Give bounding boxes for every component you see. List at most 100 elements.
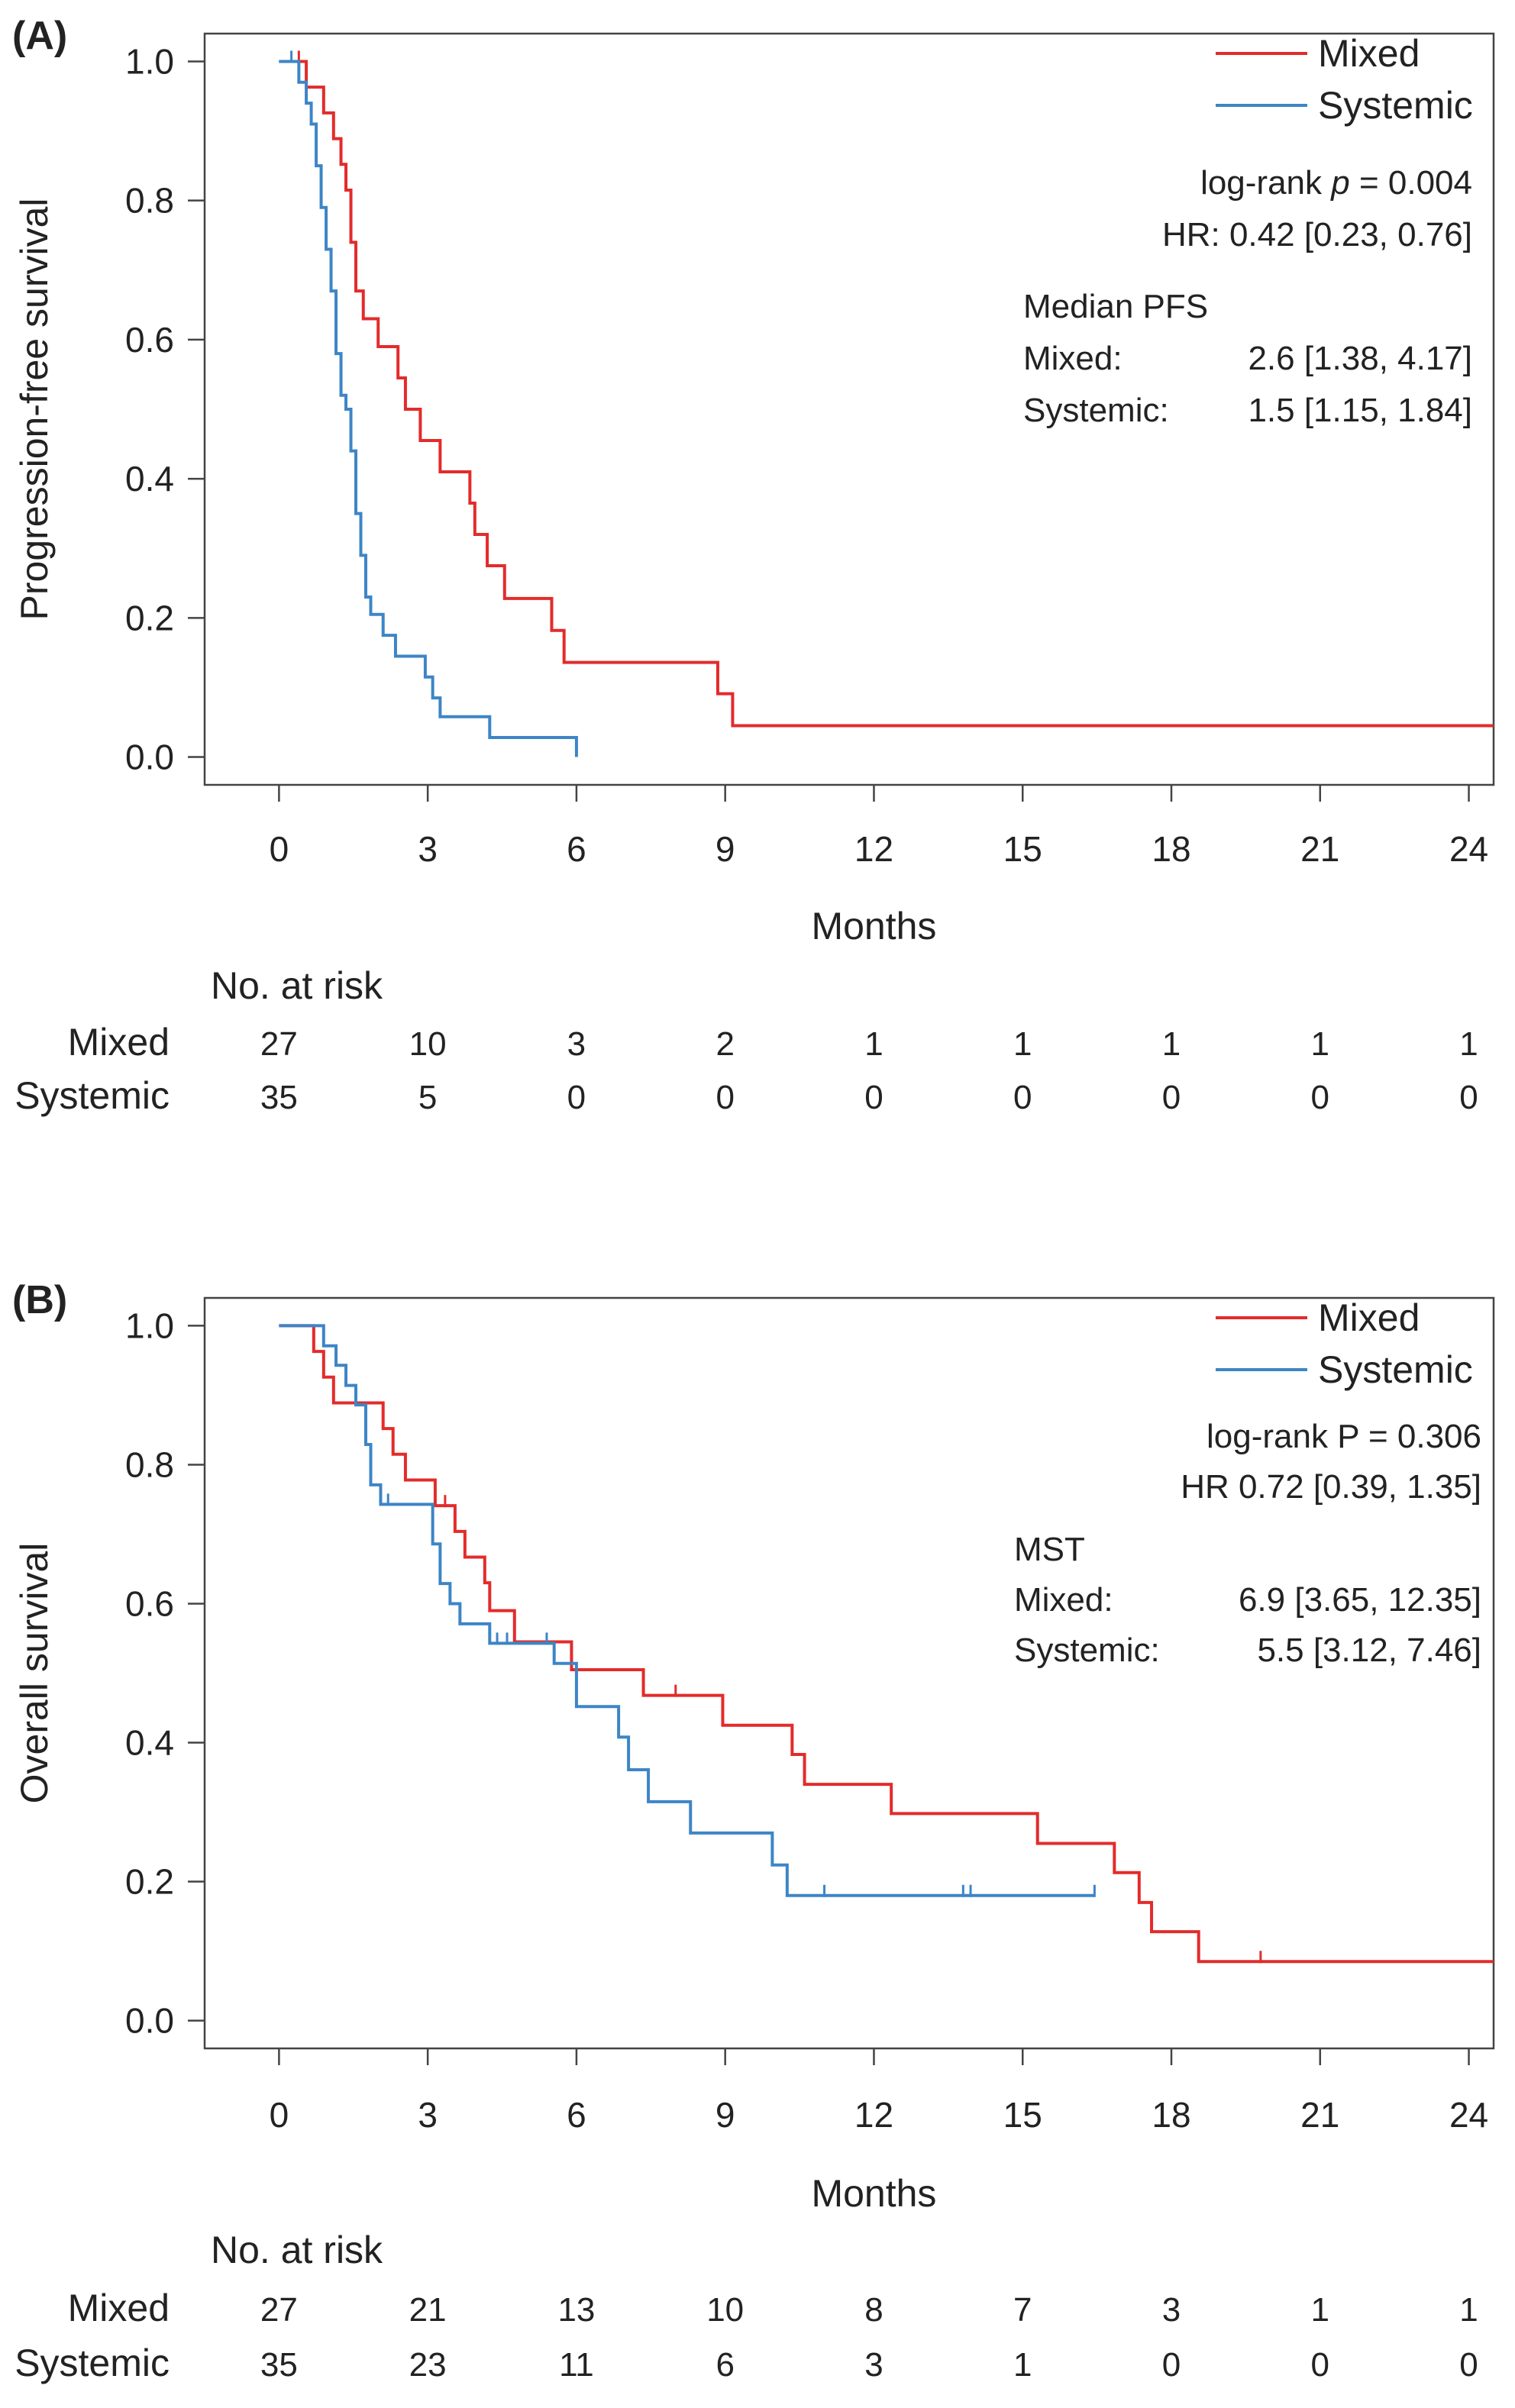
risk-count: 1 (1013, 1025, 1032, 1063)
x-tick-label: 24 (1449, 829, 1488, 869)
panel-label: (A) (12, 14, 67, 58)
panel-b: (B)0.00.20.40.60.81.00 3 6 9 12 15 18 21 24Month… (12, 1278, 1495, 2384)
x-tick-label: 12 (854, 2095, 893, 2135)
risk-count: 0 (1311, 1079, 1329, 1116)
risk-count: 0 (1162, 1079, 1181, 1116)
risk-count: 21 (409, 2291, 447, 2329)
annotation-segment: p (1322, 164, 1350, 202)
x-tick-label: 18 (1152, 829, 1190, 869)
risk-count: 1 (1311, 2291, 1329, 2329)
y-tick-label: 0.0 (125, 2001, 174, 2041)
logrank-annotation: log-rank P = 0.306 (1207, 1418, 1481, 1455)
annotation-segment: = 0.004 (1350, 164, 1472, 202)
x-tick-label: 0 (270, 829, 289, 869)
risk-count: 0 (864, 1079, 883, 1116)
risk-count: 1 (1459, 1025, 1478, 1063)
mst-systemic-value: 5.5 [3.12, 7.46] (1257, 1632, 1481, 1669)
km-curve-systemic (279, 1324, 1095, 1897)
median-systemic-label: Systemic: (1023, 392, 1169, 429)
risk-count: 27 (260, 1025, 298, 1063)
x-tick-label: 12 (854, 829, 893, 869)
x-tick-label: 6 (567, 829, 586, 869)
risk-table-title: No. at risk (211, 2229, 383, 2271)
mst-mixed-label: Mixed: (1014, 1581, 1113, 1619)
x-tick-label: 18 (1152, 2095, 1190, 2135)
hr-annotation: HR: 0.42 [0.23, 0.76] (1162, 216, 1472, 253)
risk-count: 0 (1013, 1079, 1032, 1116)
y-tick-label: 0.8 (125, 181, 174, 221)
risk-count: 13 (557, 2291, 595, 2329)
risk-count: 1 (1459, 2291, 1478, 2329)
legend-label: Mixed (1318, 1296, 1420, 1339)
y-tick-label: 0.0 (125, 738, 174, 777)
risk-count: 10 (706, 2291, 744, 2329)
median-mixed-value: 2.6 [1.38, 4.17] (1248, 340, 1472, 377)
x-tick-label: 21 (1300, 829, 1339, 869)
x-tick-label: 24 (1449, 2095, 1488, 2135)
y-tick-label: 1.0 (125, 41, 174, 81)
risk-count: 23 (409, 2346, 447, 2384)
risk-count: 35 (260, 1079, 298, 1116)
panel-label: (B) (12, 1278, 67, 1322)
annotation-segment: log-rank (1200, 164, 1323, 202)
median-mixed-label: Mixed: (1023, 340, 1123, 377)
hr-annotation: HR 0.72 [0.39, 1.35] (1181, 1468, 1481, 1506)
risk-count: 1 (1013, 2346, 1032, 2384)
risk-count: 0 (1459, 1079, 1478, 1116)
x-tick-label: 15 (1003, 2095, 1042, 2135)
mst-title: MST (1014, 1531, 1085, 1568)
panel-a: (A)0.00.20.40.60.81.00 3 6 9 12 15 18 21 24Month… (12, 14, 1495, 1117)
x-tick-label: 9 (716, 2095, 735, 2135)
x-tick-label: 3 (418, 2095, 438, 2135)
y-tick-label: 0.4 (125, 1723, 174, 1763)
risk-count: 1 (864, 1025, 883, 1063)
risk-count: 5 (418, 1079, 437, 1116)
logrank-annotation: log-rank p = 0.004 (1200, 164, 1472, 202)
km-curve-mixed (279, 60, 1494, 728)
x-axis-title: Months (811, 905, 936, 947)
mst-mixed-value: 6.9 [3.65, 12.35] (1239, 1581, 1481, 1619)
risk-count: 0 (716, 1079, 734, 1116)
y-tick-label: 1.0 (125, 1306, 174, 1345)
legend-label: Systemic (1318, 1348, 1473, 1391)
risk-row-label: Systemic (15, 2342, 170, 2384)
median-systemic-value: 1.5 [1.15, 1.84] (1248, 392, 1472, 429)
y-tick-label: 0.2 (125, 1862, 174, 1902)
plot-frame (203, 1296, 1495, 2050)
risk-count: 1 (1162, 1025, 1181, 1063)
risk-count: 0 (1311, 2346, 1329, 2384)
risk-count: 3 (1162, 2291, 1181, 2329)
risk-count: 1 (1311, 1025, 1329, 1063)
legend-label: Mixed (1318, 32, 1420, 75)
risk-row-label: Mixed (68, 2287, 170, 2329)
risk-count: 3 (864, 2346, 883, 2384)
legend-label: Systemic (1318, 84, 1473, 127)
y-tick-label: 0.6 (125, 320, 174, 360)
risk-count: 35 (260, 2346, 298, 2384)
y-tick-label: 0.8 (125, 1444, 174, 1484)
risk-count: 0 (567, 1079, 586, 1116)
risk-count: 7 (1013, 2291, 1032, 2329)
risk-count: 0 (1459, 2346, 1478, 2384)
risk-count: 2 (716, 1025, 734, 1063)
risk-count: 27 (260, 2291, 298, 2329)
risk-row-label: Mixed (68, 1021, 170, 1064)
x-tick-label: 15 (1003, 829, 1042, 869)
x-tick-label: 6 (567, 2095, 586, 2135)
risk-count: 0 (1162, 2346, 1181, 2384)
risk-count: 3 (567, 1025, 586, 1063)
risk-count: 6 (716, 2346, 734, 2384)
plot-frame (203, 32, 1495, 786)
x-axis-title: Months (811, 2172, 936, 2215)
km-curve-mixed (279, 1324, 1494, 1964)
risk-table-title: No. at risk (211, 964, 383, 1007)
y-tick-label: 0.4 (125, 459, 174, 499)
risk-row-label: Systemic (15, 1074, 170, 1117)
y-tick-label: 0.2 (125, 598, 174, 638)
median-title: Median PFS (1023, 288, 1208, 325)
y-tick-label: 0.6 (125, 1583, 174, 1623)
x-tick-label: 3 (418, 829, 438, 869)
mst-systemic-label: Systemic: (1014, 1632, 1160, 1669)
risk-count: 8 (864, 2291, 883, 2329)
